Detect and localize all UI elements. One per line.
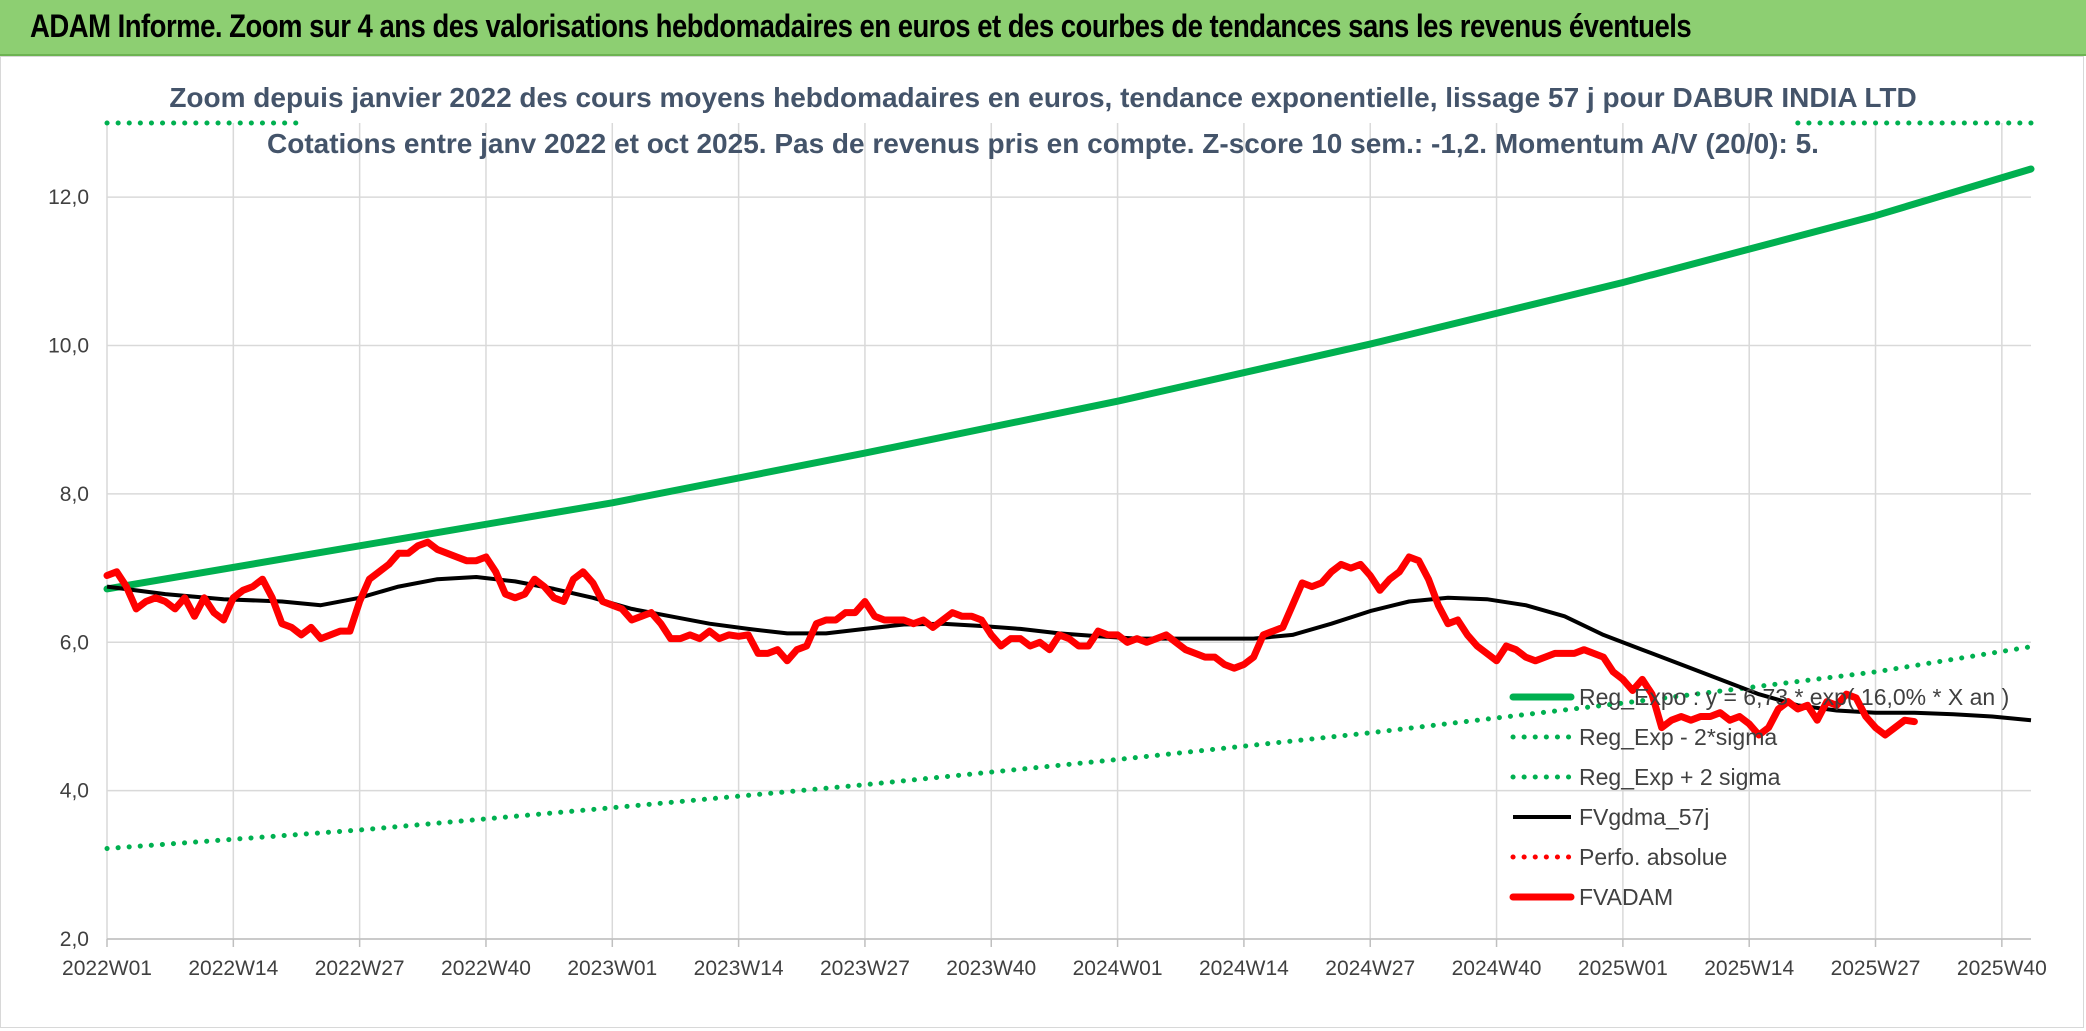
legend: Reg_Expo : y = 6,73 * exp( 16,0% * X an … xyxy=(1509,684,2009,910)
x-tick-label: 2023W27 xyxy=(820,957,910,980)
chart-title-line-1: Zoom depuis janvier 2022 des cours moyen… xyxy=(169,82,1916,113)
x-tick-label: 2024W40 xyxy=(1452,957,1542,980)
x-tick-label: 2022W40 xyxy=(441,957,531,980)
legend-label-perfo-absolue: Perfo. absolue xyxy=(1579,844,1727,870)
legend-label-fvgdma-57j: FVgdma_57j xyxy=(1579,804,1709,830)
grid-layer xyxy=(106,123,2031,947)
x-tick-label: 2022W14 xyxy=(188,957,278,980)
legend-label-reg-expo-y-6-73-exp-16-0-x-an: Reg_Expo : y = 6,73 * exp( 16,0% * X an … xyxy=(1579,684,2009,710)
x-tick-label: 2025W40 xyxy=(1957,957,2047,980)
x-tick-label: 2025W01 xyxy=(1578,957,1668,980)
x-tick-label: 2023W14 xyxy=(694,957,784,980)
legend-label-fvadam: FVADAM xyxy=(1579,884,1673,910)
banner-title: ADAM Informe. Zoom sur 4 ans des valoris… xyxy=(30,8,1692,44)
series-line-fvadam xyxy=(103,538,1918,739)
label-layer: 2,0 4,0 6,0 8,0 10,0 12,0 2022W01 2022W14 2022W2… xyxy=(48,186,2047,980)
banner: ADAM Informe. Zoom sur 4 ans des valoris… xyxy=(0,0,2086,56)
x-tick-label: 2023W40 xyxy=(946,957,1036,980)
x-tick-label: 2023W01 xyxy=(567,957,657,980)
x-tick-label: 2024W14 xyxy=(1199,957,1289,980)
x-tick-label: 2022W01 xyxy=(62,957,152,980)
y-tick-label: 12,0 xyxy=(48,186,89,209)
y-tick-label: 4,0 xyxy=(60,780,89,803)
series-line-reg-expo-y-6-73-exp-16-0-x-an xyxy=(103,165,2035,593)
x-tick-label: 2024W01 xyxy=(1073,957,1163,980)
y-tick-label: 8,0 xyxy=(60,483,89,506)
x-tick-label: 2024W27 xyxy=(1325,957,1415,980)
series-layer xyxy=(103,120,2035,851)
legend-label-reg-exp-2-sigma: Reg_Exp - 2*sigma xyxy=(1579,724,1777,750)
x-tick-label: 2025W27 xyxy=(1831,957,1921,980)
x-tick-label: 2022W27 xyxy=(315,957,405,980)
chart-title-line-2: Cotations entre janv 2022 et oct 2025. P… xyxy=(267,128,1819,159)
line-chart: 2,0 4,0 6,0 8,0 10,0 12,0 2022W01 2022W14 2022W2… xyxy=(48,82,2047,980)
y-tick-label: 2,0 xyxy=(60,928,89,951)
chart-frame: 2,0 4,0 6,0 8,0 10,0 12,0 2022W01 2022W14 2022W2… xyxy=(0,56,2084,1028)
legend-label-reg-exp-2-sigma: Reg_Exp + 2 sigma xyxy=(1579,764,1781,790)
x-tick-label: 2025W14 xyxy=(1704,957,1794,980)
y-tick-label: 10,0 xyxy=(48,335,89,358)
y-tick-label: 6,0 xyxy=(60,631,89,654)
